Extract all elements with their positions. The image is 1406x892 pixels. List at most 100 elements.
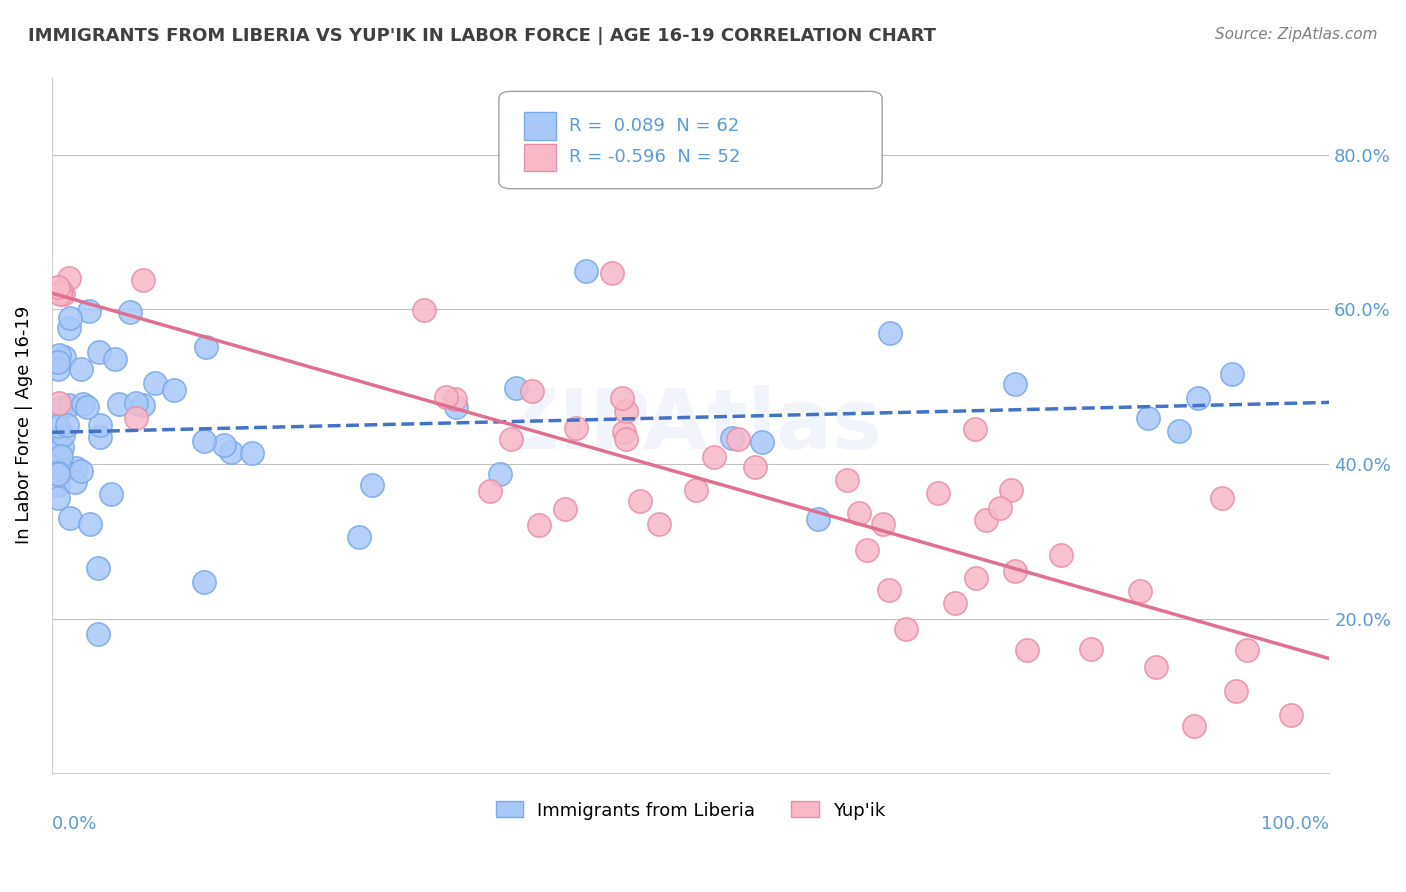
Point [48, 355, 70, 369]
Point [1129, 583, 1152, 598]
Point [1220, 368, 1243, 382]
Point [89, 430, 111, 444]
Point [58, 270, 80, 285]
Point [52, 351, 75, 365]
Point [685, 483, 707, 498]
Point [63, 475, 86, 490]
Point [49, 284, 72, 298]
FancyBboxPatch shape [499, 91, 882, 189]
Point [614, 404, 637, 418]
Point [51, 449, 73, 463]
Point [614, 432, 637, 446]
Point [1211, 491, 1233, 505]
Point [163, 383, 186, 397]
Point [963, 422, 986, 436]
Point [65, 461, 87, 475]
Point [575, 264, 598, 278]
Point [965, 571, 987, 585]
Point [52, 287, 75, 301]
Point [1144, 660, 1167, 674]
Point [46, 491, 69, 505]
Point [1279, 707, 1302, 722]
Bar [524, 144, 557, 171]
Text: ZIPAtlas: ZIPAtlas [499, 384, 883, 466]
Point [565, 421, 588, 435]
Point [59, 511, 82, 525]
Point [1049, 549, 1071, 563]
Point [240, 446, 263, 460]
Point [132, 398, 155, 412]
Point [505, 381, 527, 395]
Point [48, 348, 70, 362]
Point [872, 516, 894, 531]
Point [647, 517, 669, 532]
Point [927, 486, 949, 500]
Point [877, 582, 900, 597]
Point [610, 391, 633, 405]
Point [193, 575, 215, 590]
Point [58, 320, 80, 334]
Point [51, 463, 73, 477]
Point [499, 433, 522, 447]
Point [69, 362, 91, 376]
Point [87, 345, 110, 359]
Text: IMMIGRANTS FROM LIBERIA VS YUP'IK IN LABOR FORCE | AGE 16-19 CORRELATION CHART: IMMIGRANTS FROM LIBERIA VS YUP'IK IN LAB… [28, 27, 936, 45]
Point [727, 432, 749, 446]
Legend: Immigrants from Liberia, Yup'ik: Immigrants from Liberia, Yup'ik [488, 794, 893, 827]
Point [489, 467, 512, 481]
Point [49, 401, 72, 415]
Text: R = -0.596  N = 52: R = -0.596 N = 52 [569, 148, 741, 167]
Point [434, 391, 457, 405]
Point [413, 302, 436, 317]
Point [600, 266, 623, 280]
Point [52, 428, 75, 442]
Point [77, 304, 100, 318]
Point [628, 493, 651, 508]
Point [1080, 642, 1102, 657]
Text: R =  0.089  N = 62: R = 0.089 N = 62 [569, 117, 740, 136]
Point [70, 464, 93, 478]
Point [988, 500, 1011, 515]
Point [976, 513, 998, 527]
Point [1017, 642, 1039, 657]
Point [72, 397, 94, 411]
Point [1182, 719, 1205, 733]
Point [86, 627, 108, 641]
Point [59, 311, 82, 326]
Point [1004, 376, 1026, 391]
Point [894, 622, 917, 636]
Point [1000, 483, 1022, 497]
Point [1137, 411, 1160, 425]
Point [848, 506, 870, 520]
Point [807, 512, 830, 526]
Point [1225, 683, 1247, 698]
Point [56, 418, 79, 433]
Y-axis label: In Labor Force | Age 16-19: In Labor Force | Age 16-19 [15, 306, 32, 544]
Point [79, 517, 101, 532]
Point [554, 501, 576, 516]
Point [100, 487, 122, 501]
Text: 100.0%: 100.0% [1261, 815, 1329, 833]
Point [349, 530, 371, 544]
Point [1236, 643, 1258, 657]
Point [444, 392, 467, 406]
Point [49, 456, 72, 470]
Point [479, 483, 502, 498]
Text: 0.0%: 0.0% [52, 815, 97, 833]
Point [46, 467, 69, 481]
Point [108, 397, 131, 411]
Point [193, 434, 215, 448]
Point [744, 460, 766, 475]
Point [751, 434, 773, 449]
Point [444, 401, 467, 415]
Point [58, 398, 80, 412]
Point [879, 326, 901, 340]
Bar [524, 112, 557, 140]
Point [125, 396, 148, 410]
Point [527, 517, 550, 532]
Point [46, 280, 69, 294]
Point [721, 431, 744, 445]
Point [194, 340, 217, 354]
Point [1004, 564, 1026, 578]
Point [522, 384, 544, 398]
